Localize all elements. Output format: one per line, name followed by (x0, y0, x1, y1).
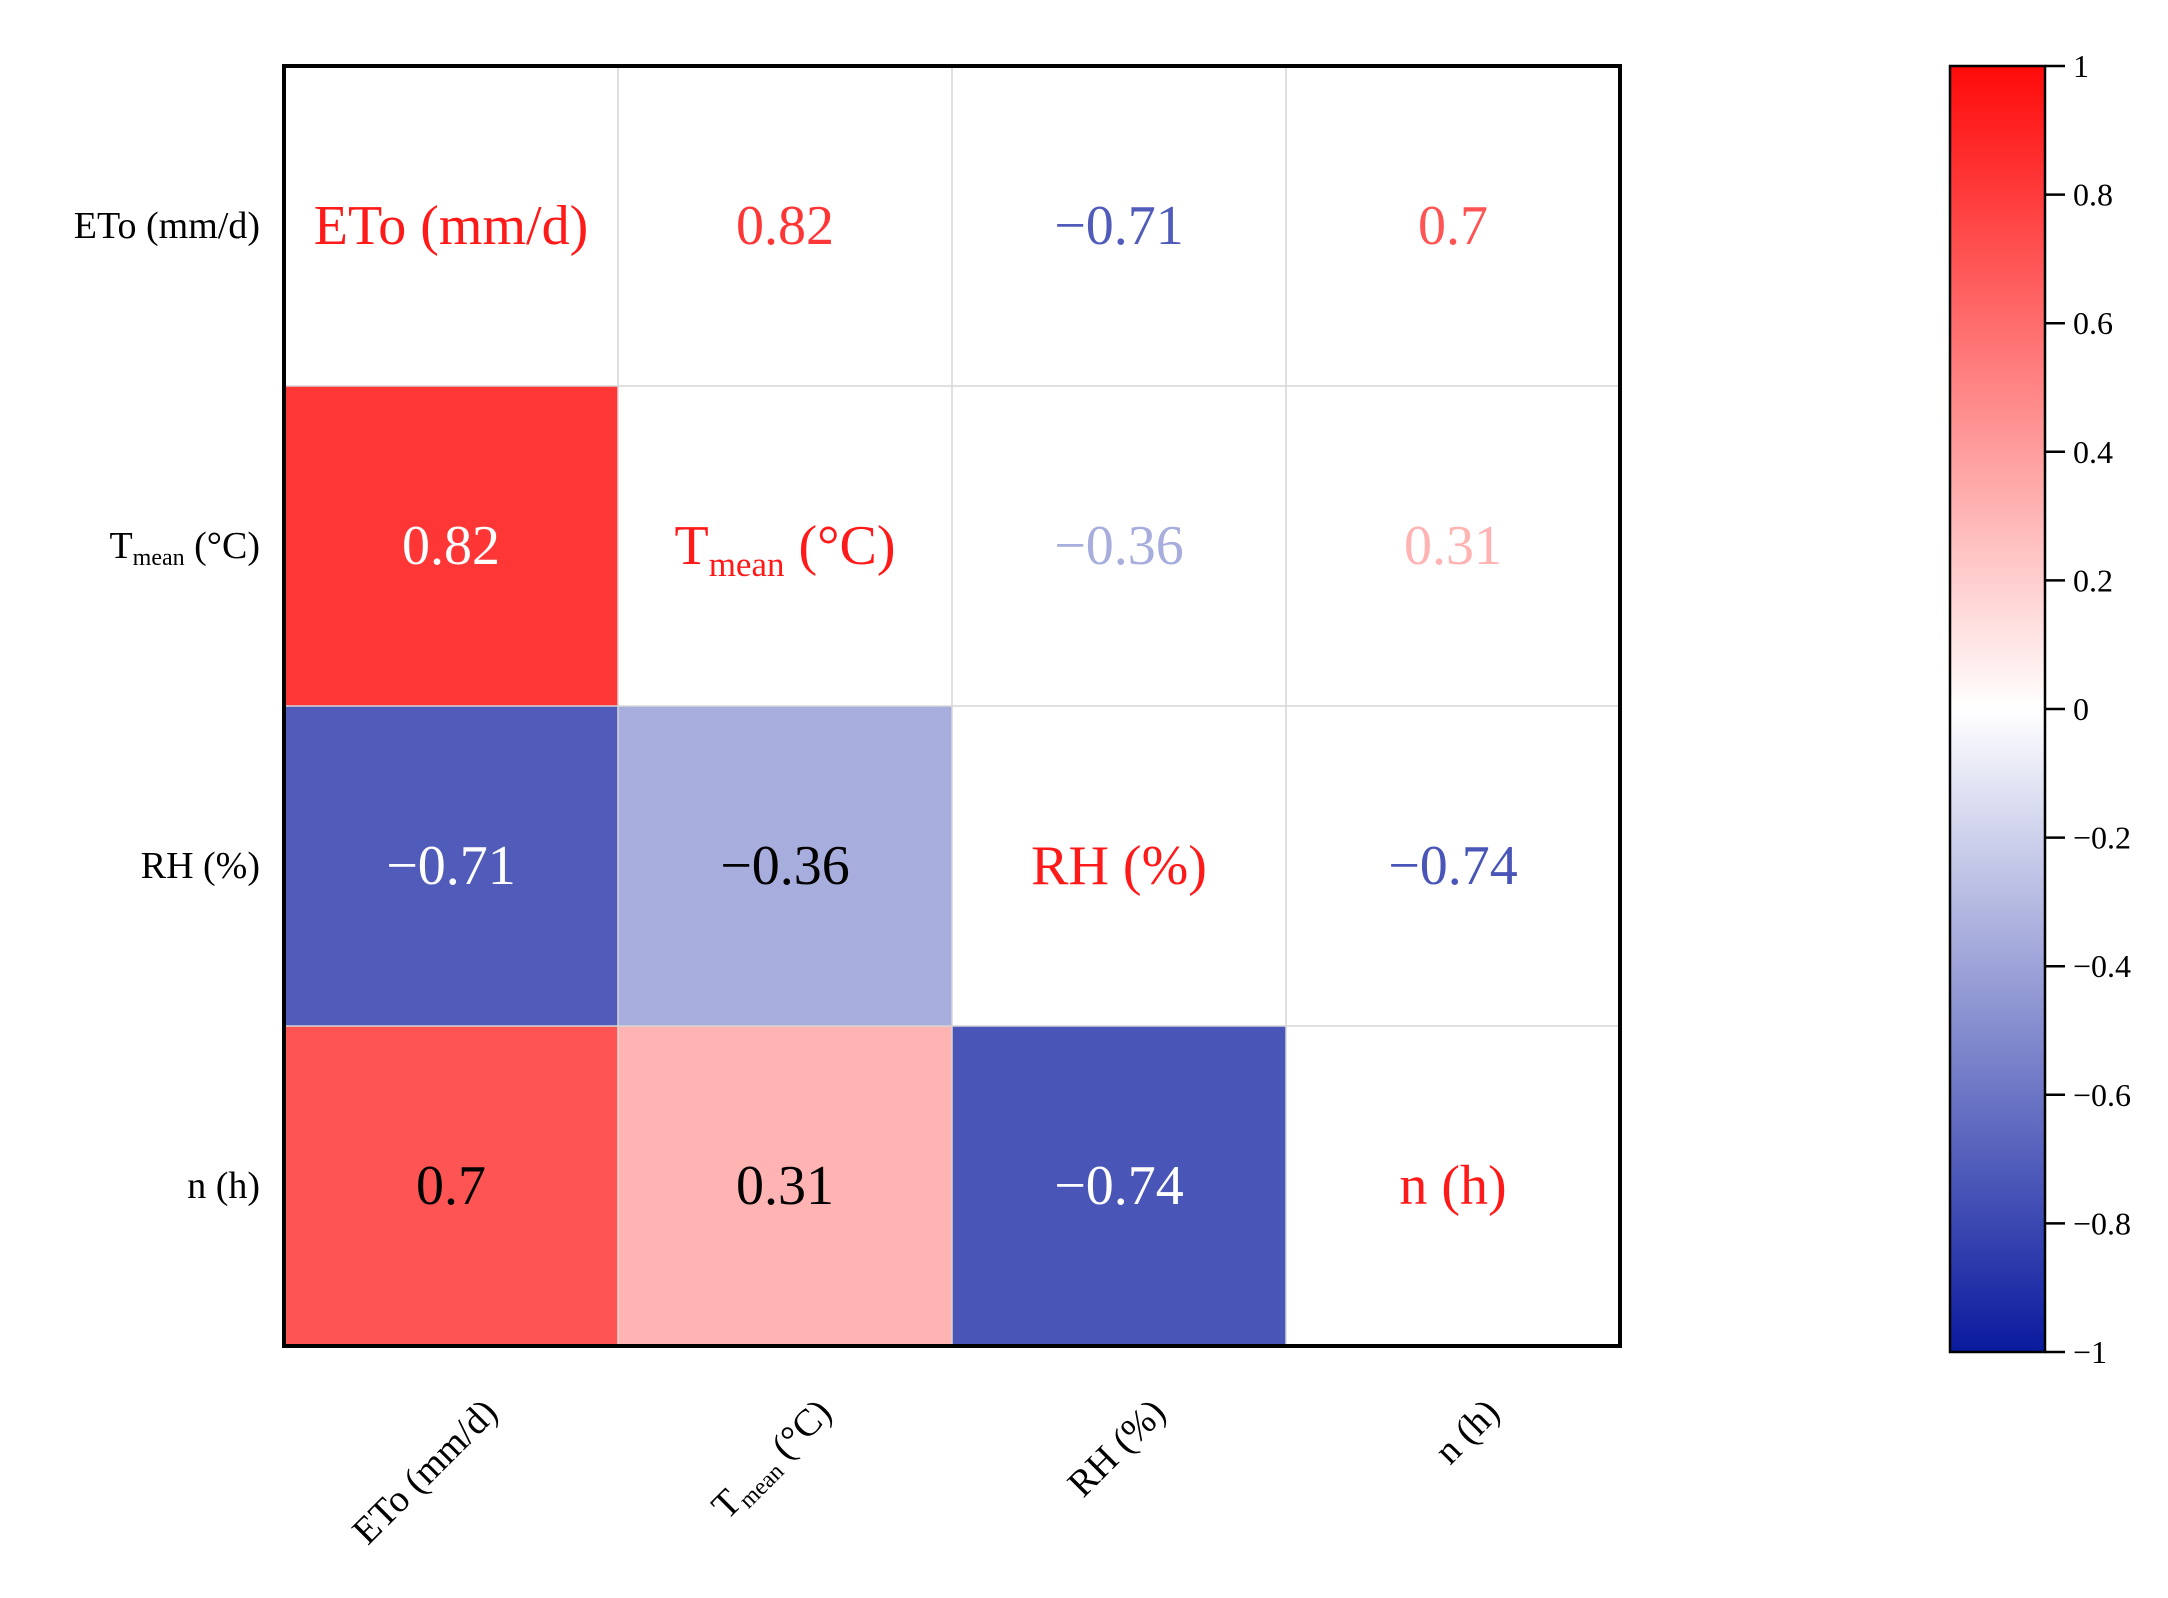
plot-frame (282, 64, 1622, 1348)
x-tick-label-1: Tmean (°C) (704, 1391, 843, 1530)
y-tick-label-1-main: T (109, 525, 132, 567)
diagonal-label-1-suffix: (°C) (784, 515, 895, 577)
x-tick-group-0: ETo (mm/d) (344, 1391, 505, 1552)
cell-value-r0-c3: 0.7 (1418, 195, 1488, 257)
cell-value-r0-c2: −0.71 (1054, 195, 1184, 257)
cell-value-r2-c1: −0.36 (720, 835, 850, 897)
cell-value-r1-c2: −0.36 (1054, 515, 1184, 577)
cell-value-r1-c0: 0.82 (402, 515, 500, 577)
colorbar: 1 0.8 0.6 0.4 0.2 0 −0.2 −0.4 −0.6 −0.8 −1 (1948, 48, 2131, 1370)
x-tick-label-2-main: RH (%) (1060, 1391, 1174, 1505)
x-tick-label-3: n (h) (1427, 1391, 1508, 1472)
colorbar-tick-label: 0.6 (2073, 305, 2113, 341)
colorbar-gradient (1948, 64, 2047, 1354)
heatmap-cell-r3-c1 (618, 1026, 952, 1346)
colorbar-tick-label: −0.4 (2073, 948, 2131, 984)
diagonal-label-1-main: T (674, 515, 708, 577)
y-tick-label-0-main: ETo (mm/d) (74, 205, 260, 247)
diagonal-label-3-main: n (h) (1399, 1155, 1506, 1217)
heatmap-cell-r2-c1 (618, 706, 952, 1026)
y-tick-label-3: n (h) (187, 1165, 260, 1207)
colorbar-tick-label: −0.8 (2073, 1205, 2131, 1241)
cell-value-r1-c3: 0.31 (1404, 515, 1502, 577)
diagonal-label-1-subscript: mean (709, 545, 785, 584)
cell-value-r2-c0: −0.71 (386, 835, 516, 897)
y-tick-label-1-subscript: mean (133, 545, 185, 571)
heatmap-cell-r3-c2 (952, 1026, 1286, 1346)
diagonal-label-2-main: RH (%) (1031, 835, 1207, 897)
colorbar-tick-label: −0.6 (2073, 1077, 2131, 1113)
y-tick-label-1-suffix: (°C) (185, 525, 260, 567)
colorbar-tick-label: −0.2 (2073, 820, 2131, 856)
diagonal-label-3: n (h) (1399, 1155, 1506, 1217)
heatmap-cell-r3-c0 (284, 1026, 618, 1346)
cell-value-r2-c3: −0.74 (1388, 835, 1518, 897)
x-tick-group-1: Tmean (°C) (704, 1391, 843, 1530)
cell-value-r3-c1: 0.31 (736, 1155, 834, 1217)
heatmap-cell-r2-c0 (284, 706, 618, 1026)
x-tick-group-3: n (h) (1427, 1391, 1508, 1472)
x-tick-label-0: ETo (mm/d) (344, 1391, 505, 1552)
colorbar-tick-label: 0.2 (2073, 562, 2113, 598)
x-tick-label-2: RH (%) (1060, 1391, 1174, 1505)
y-tick-label-0: ETo (mm/d) (74, 205, 260, 247)
cell-text-layer: ETo (mm/d) 0.82 −0.71 0.7 0.82 Tmean (°C) −0.3… (314, 195, 1518, 1217)
diagonal-label-2: RH (%) (1031, 835, 1207, 897)
diagonal-label-0-main: ETo (mm/d) (314, 195, 588, 257)
colorbar-tick-label: 0.8 (2073, 177, 2113, 213)
colorbar-tick-label: −1 (2073, 1334, 2107, 1370)
y-tick-label-2: RH (%) (141, 845, 260, 887)
x-tick-group-2: RH (%) (1060, 1391, 1174, 1505)
x-tick-label-3-main: n (h) (1427, 1391, 1508, 1472)
x-tick-label-0-main: ETo (mm/d) (344, 1391, 505, 1552)
heatmap-cell-r1-c0 (284, 386, 618, 706)
cell-value-r3-c2: −0.74 (1054, 1155, 1184, 1217)
colorbar-tick-label: 1 (2073, 48, 2089, 84)
cell-value-r0-c1: 0.82 (736, 195, 834, 257)
colorbar-tick-label: 0.4 (2073, 434, 2113, 470)
grid-layer (282, 64, 1622, 1348)
colorbar-tick-label: 0 (2073, 691, 2089, 727)
y-tick-label-3-main: n (h) (187, 1165, 260, 1207)
y-tick-label-1: Tmean (°C) (109, 525, 260, 571)
diagonal-label-0: ETo (mm/d) (314, 195, 588, 257)
diagonal-label-1: Tmean (°C) (674, 515, 895, 584)
y-tick-label-2-main: RH (%) (141, 845, 260, 887)
cell-value-r3-c0: 0.7 (416, 1155, 486, 1217)
